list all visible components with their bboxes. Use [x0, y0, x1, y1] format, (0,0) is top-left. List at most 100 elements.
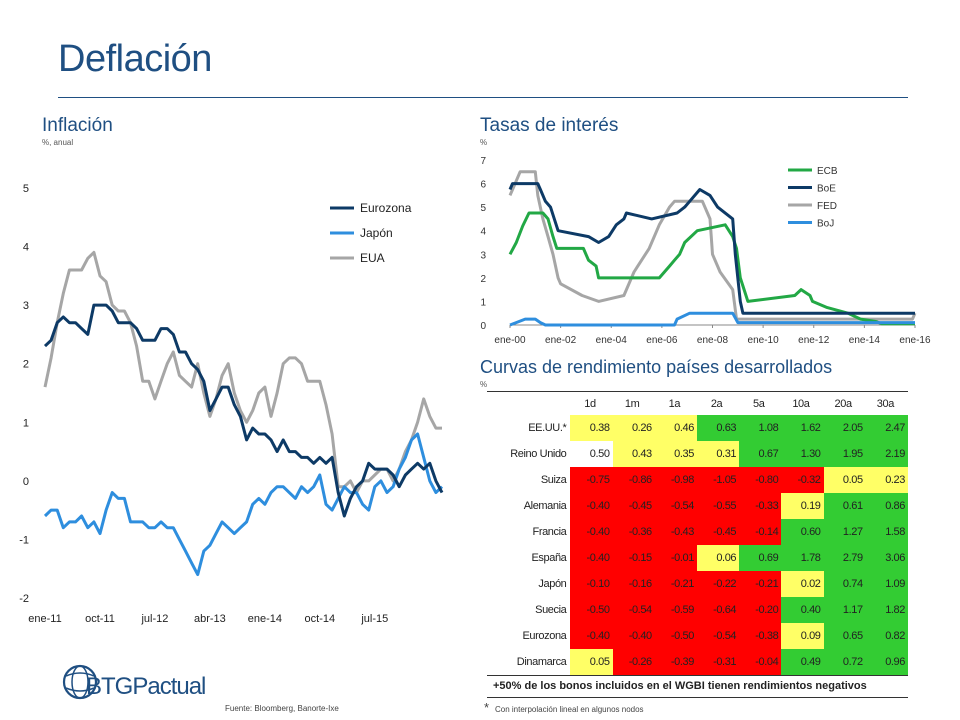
table-header-row: 1d 1m 1a 2a 5a 10a 20a 30a [487, 393, 908, 415]
yield-cell: -0.04 [739, 649, 782, 675]
legend-label: BoE [817, 184, 836, 195]
legend-label: ECB [817, 166, 838, 177]
yield-cell: -0.22 [696, 571, 740, 597]
yield-cell: 0.63 [696, 415, 740, 441]
yield-cell: 0.40 [781, 597, 824, 623]
series-line-eurozona [43, 303, 444, 518]
y-tick-label: -1 [19, 534, 29, 546]
yield-cell: 0.19 [781, 493, 824, 519]
table-row: Eurozona -0.40 -0.40 -0.50 -0.54 -0.38 0.09 0.6… [487, 623, 908, 649]
yield-table: 1d 1m 1a 2a 5a 10a 20a 30a EE.UU.* 0.38 0.26 0.46 0.… [487, 393, 908, 675]
yield-cell: 0.50 [570, 441, 613, 467]
yield-cell: -0.50 [654, 623, 697, 649]
header-blank [487, 393, 570, 415]
yield-cell: 0.72 [823, 649, 866, 675]
x-tick-label: ene-12 [798, 335, 830, 346]
x-tick-label: ene-04 [596, 335, 628, 346]
yield-cell: 0.26 [612, 415, 655, 441]
y-tick-label: 5 [480, 203, 486, 214]
yield-cell: -0.20 [739, 597, 782, 623]
y-tick-label: 2 [480, 274, 486, 285]
yield-cell: -0.21 [739, 571, 782, 597]
table-row: EE.UU.* 0.38 0.26 0.46 0.63 1.08 1.62 2.05 2.47 [487, 415, 908, 441]
yield-cell: -0.39 [654, 649, 697, 675]
yield-cell: 0.09 [781, 623, 824, 649]
x-tick-label: ene-00 [494, 335, 526, 346]
yield-curves-title: Curvas de rendimiento países desarrollad… [480, 357, 833, 377]
y-tick-label: 3 [480, 250, 486, 261]
title-divider [58, 97, 908, 98]
rates-chart-unit: % [480, 138, 488, 147]
country-label: Reino Unido [487, 441, 571, 467]
rates-chart-title: Tasas de interés [480, 115, 619, 136]
column-header: 20a [834, 398, 853, 410]
yield-curves-unit: % [480, 380, 488, 389]
country-label: Eurozona [487, 623, 571, 649]
table-row: España -0.40 -0.15 -0.01 0.06 0.69 1.78 2.79 3.0… [487, 545, 908, 571]
yield-cell: 0.43 [612, 441, 655, 467]
y-tick-label: 3 [23, 300, 29, 312]
yield-cell: -0.55 [696, 493, 740, 519]
yield-cell: 1.30 [781, 441, 824, 467]
y-tick-label: 7 [480, 156, 486, 167]
yield-cell: -0.10 [570, 571, 613, 597]
yield-cell: 2.05 [823, 415, 866, 441]
x-tick-label: ene-02 [545, 335, 577, 346]
table-row: Suiza -0.75 -0.86 -0.98 -1.05 -0.80 -0.32 0.05 0… [487, 467, 908, 493]
page-title: Deflación [58, 38, 212, 80]
column-header: 1d [584, 398, 596, 410]
series-line-eua [43, 250, 442, 495]
yield-cell: 2.47 [865, 415, 908, 441]
yield-cell: 0.61 [823, 493, 866, 519]
yield-cell: 0.23 [865, 467, 908, 493]
country-label: España [487, 545, 571, 571]
yield-cell: 1.62 [781, 415, 824, 441]
footnote: Con interpolación lineal en algunos nodo… [495, 705, 644, 714]
y-tick-label: 0 [23, 476, 29, 488]
legend-label: EUA [360, 251, 385, 265]
y-tick-label: 0 [480, 321, 486, 332]
x-tick-label: oct-14 [305, 613, 336, 625]
table-row: Suecia -0.50 -0.54 -0.59 -0.64 -0.20 0.40 1.17 1… [487, 597, 908, 623]
x-tick-label: oct-11 [85, 613, 115, 625]
logo-wordmark: BTGPactual [86, 673, 206, 700]
yield-cell: 0.86 [865, 493, 908, 519]
legend-label: Japón [360, 226, 393, 240]
yield-cell: 1.09 [865, 571, 908, 597]
yield-cell: 0.46 [654, 415, 697, 441]
table-row: Francia -0.40 -0.36 -0.43 -0.45 -0.14 0.60 1.27… [487, 519, 908, 545]
y-tick-label: 5 [23, 183, 29, 195]
country-label: Francia [487, 519, 571, 545]
y-tick-label: -2 [19, 593, 29, 605]
country-label: Japón [487, 571, 571, 597]
country-label: Dinamarca [487, 649, 571, 675]
yield-cell: 3.06 [865, 545, 908, 571]
yield-cell: 0.38 [570, 415, 613, 441]
column-header: 1m [624, 398, 640, 410]
yield-cell: 0.02 [781, 571, 824, 597]
table-row: Alemania -0.40 -0.45 -0.54 -0.55 -0.33 0.19 0.6… [487, 493, 908, 519]
yield-cell: -0.33 [739, 493, 782, 519]
yield-cell: 0.35 [654, 441, 697, 467]
yield-cell: -0.38 [739, 623, 782, 649]
series-line-boe [508, 182, 915, 315]
yield-cell: -0.40 [570, 493, 613, 519]
table-row: Dinamarca 0.05 -0.26 -0.39 -0.31 -0.04 0.49 0.7… [487, 649, 908, 675]
yield-cell: 0.82 [865, 623, 908, 649]
x-tick-label: abr-13 [194, 613, 226, 625]
yield-cell: -0.98 [654, 467, 697, 493]
column-header: 10a [792, 398, 810, 410]
yield-cell: 2.79 [823, 545, 866, 571]
x-tick-label: ene-10 [748, 335, 780, 346]
yield-cell: -0.01 [654, 545, 697, 571]
country-label: EE.UU.* [487, 415, 571, 441]
yield-cell: -0.59 [654, 597, 697, 623]
yield-cell: -0.36 [612, 519, 655, 545]
x-tick-label: ene-14 [248, 613, 282, 625]
series-line-boj [509, 311, 915, 327]
yield-table-container: 1d 1m 1a 2a 5a 10a 20a 30a EE.UU.* 0.38 0.26 0.46 0.… [487, 393, 908, 675]
column-header: 2a [710, 398, 723, 410]
yield-cell: 0.06 [696, 545, 740, 571]
inflation-chart-title: Inflación [42, 115, 113, 136]
yield-cell: 0.49 [781, 649, 824, 675]
